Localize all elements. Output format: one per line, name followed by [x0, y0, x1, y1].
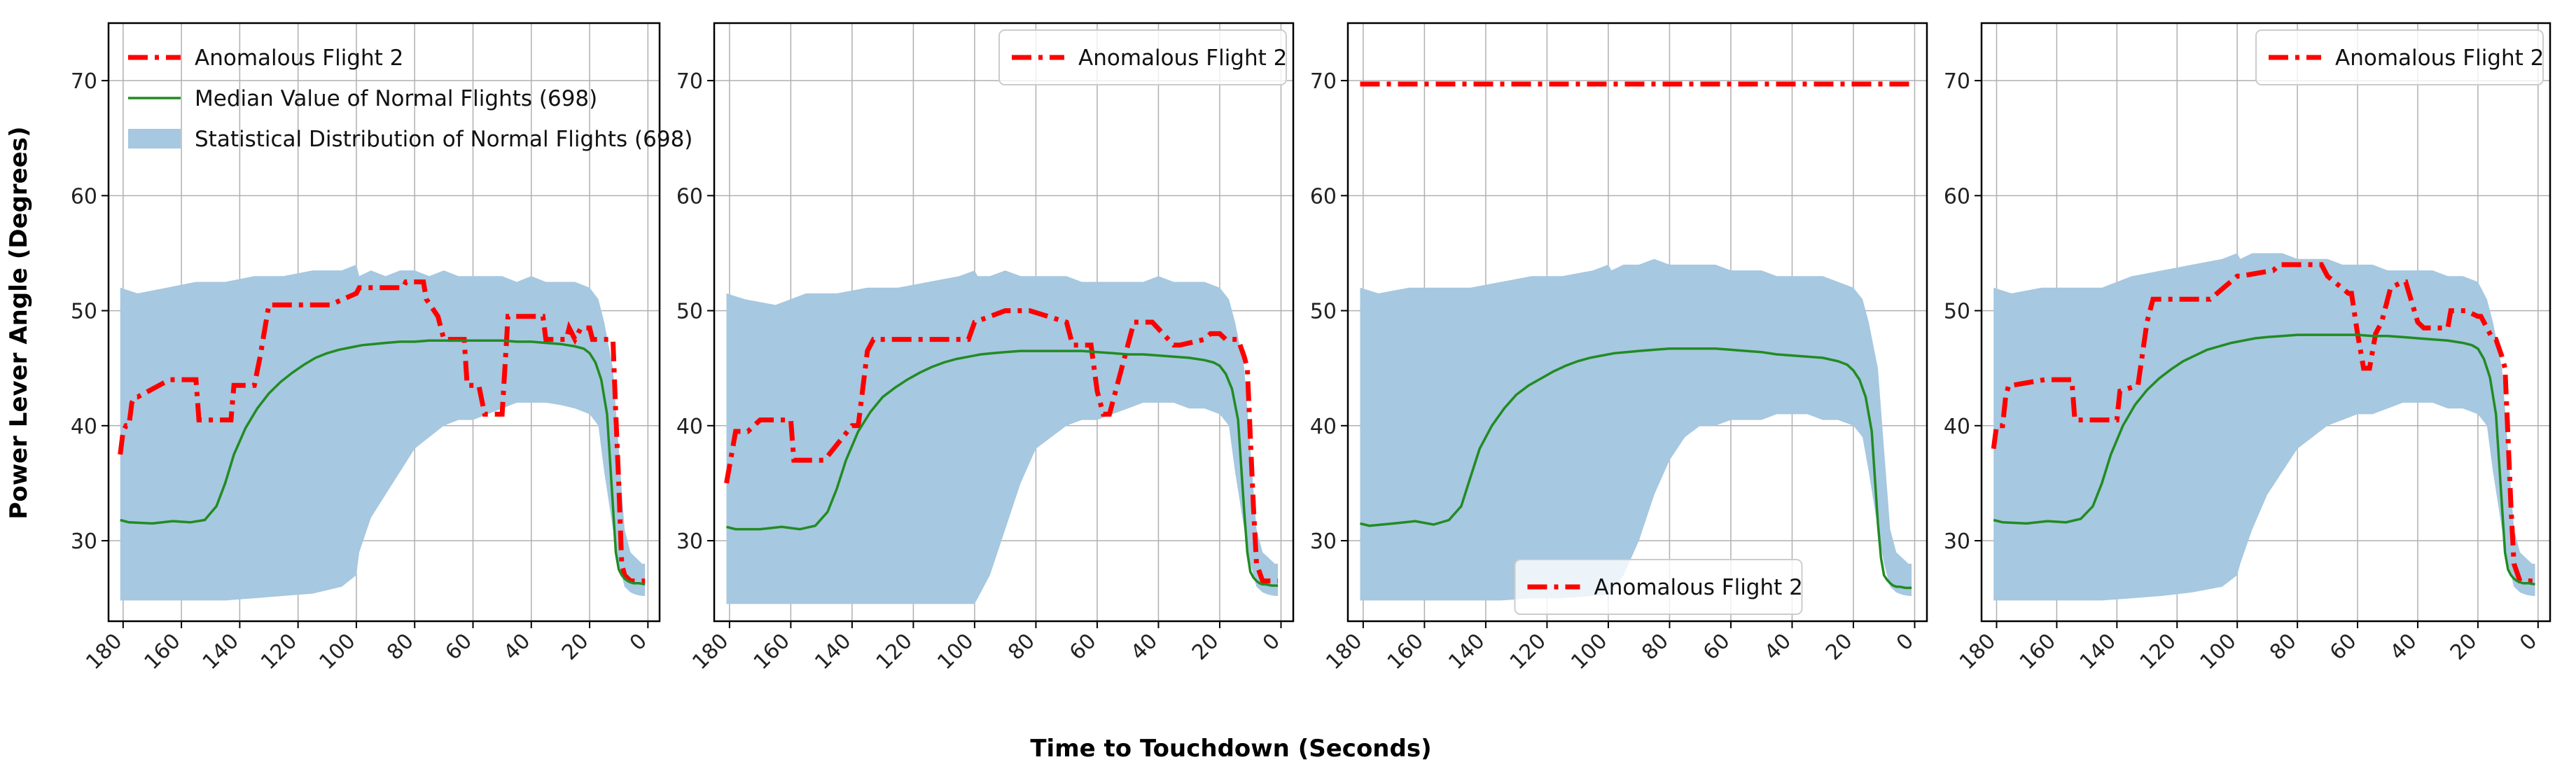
x-tick-label: 120 — [872, 629, 917, 674]
legend: Anomalous Flight 2 — [998, 29, 1287, 85]
x-axis-label: Time to Touchdown (Seconds) — [1030, 735, 1431, 763]
x-tick-label: 140 — [2075, 629, 2121, 674]
legend: Anomalous Flight 2 Median Value of Normal… — [128, 46, 692, 152]
legend-swatch-band — [128, 129, 181, 148]
x-tick-label: 160 — [140, 629, 186, 674]
x-tick-label: 40 — [499, 629, 536, 665]
x-tick-label: 120 — [256, 629, 302, 674]
distribution-band — [120, 264, 646, 601]
legend-label: Anomalous Flight 2 — [195, 46, 403, 71]
x-tick-label: 60 — [440, 629, 477, 665]
x-tick-label: 80 — [1637, 629, 1673, 665]
x-tick-label: 120 — [1505, 629, 1551, 674]
y-tick-label: 70 — [1944, 69, 1970, 94]
chart-panel-3: 30 40 50 60 70 180 160 140 120 100 80 60 40 20 0 Anomal… — [1310, 22, 1928, 674]
distribution-band — [726, 270, 1279, 604]
x-tick-label: 80 — [2265, 629, 2302, 665]
x-tick-label: 0 — [1258, 629, 1285, 656]
legend-label: Anomalous Flight 2 — [2335, 46, 2544, 71]
y-tick-label: 40 — [71, 415, 97, 439]
x-tick-label: 100 — [1566, 629, 1612, 674]
chart-panel-2: 30 40 50 60 70 180 160 140 120 100 80 60 40 20 0 Anomal… — [676, 22, 1295, 674]
x-tick-label: 20 — [1188, 629, 1224, 665]
x-tick-label: 100 — [314, 629, 360, 674]
legend-box — [998, 29, 1287, 85]
x-tick-label: 40 — [1126, 629, 1162, 665]
median-line — [120, 339, 646, 586]
legend-label: Median Value of Normal Flights (698) — [195, 86, 597, 111]
y-tick-label: 60 — [1310, 184, 1337, 209]
x-tick-label: 160 — [2015, 629, 2061, 674]
median-line — [1360, 347, 1912, 590]
legend: Anomalous Flight 2 — [2255, 29, 2544, 85]
legend: Anomalous Flight 2 — [1514, 559, 1803, 615]
y-tick-label: 30 — [676, 529, 703, 554]
x-tick-label: 140 — [198, 629, 244, 674]
x-tick-label: 40 — [1760, 629, 1796, 665]
x-tick-label: 80 — [382, 629, 419, 665]
x-tick-label: 160 — [749, 629, 795, 674]
legend-label: Statistical Distribution of Normal Fligh… — [195, 127, 692, 152]
y-tick-label: 40 — [1944, 415, 1970, 439]
y-tick-label: 50 — [1944, 300, 1970, 324]
chart-panel-1: 30 40 50 60 70 180 160 140 120 100 80 60 40 20 0 Anomal… — [71, 22, 692, 674]
x-tick-label: 100 — [2196, 629, 2241, 674]
y-tick-label: 30 — [71, 529, 97, 554]
x-tick-label: 180 — [1955, 629, 2000, 674]
legend-label: Anomalous Flight 2 — [1078, 46, 1287, 71]
y-tick-label: 50 — [676, 300, 703, 324]
anomalous-flight-line — [724, 308, 1279, 583]
x-tick-label: 0 — [2515, 629, 2542, 656]
x-tick-label: 20 — [1821, 629, 1858, 665]
chart-panel-4: 30 40 50 60 70 180 160 140 120 100 80 60 40 20 0 Anomal… — [1944, 22, 2551, 674]
y-tick-label: 60 — [71, 184, 97, 209]
y-tick-label: 70 — [676, 69, 703, 94]
x-tick-label: 0 — [1892, 629, 1919, 656]
x-tick-label: 140 — [1444, 629, 1489, 674]
y-tick-label: 60 — [1944, 184, 1970, 209]
x-tick-label: 0 — [625, 629, 652, 656]
anomalous-flight-line — [1991, 262, 2535, 583]
x-tick-label: 60 — [2325, 629, 2362, 665]
y-axis-label: Power Lever Angle (Degrees) — [5, 126, 33, 519]
x-tick-label: 140 — [810, 629, 856, 674]
y-tick-label: 70 — [1310, 69, 1337, 94]
legend-box — [2255, 29, 2544, 85]
x-tick-label: 40 — [2386, 629, 2422, 665]
axes-frame — [713, 22, 1295, 623]
axes-frame — [1346, 22, 1928, 623]
x-tick-label: 60 — [1699, 629, 1735, 665]
x-tick-label: 20 — [557, 629, 594, 665]
axes-frame — [107, 22, 661, 623]
y-tick-label: 40 — [1310, 415, 1337, 439]
y-tick-label: 60 — [676, 184, 703, 209]
y-tick-label: 50 — [1310, 300, 1337, 324]
legend-label: Anomalous Flight 2 — [1594, 575, 1803, 600]
x-tick-label: 160 — [1383, 629, 1428, 674]
median-line — [1993, 333, 2535, 586]
y-tick-label: 70 — [71, 69, 97, 94]
y-tick-label: 30 — [1310, 529, 1337, 554]
x-tick-label: 180 — [688, 629, 733, 674]
y-tick-label: 50 — [71, 300, 97, 324]
median-line — [726, 349, 1279, 587]
x-tick-label: 120 — [2136, 629, 2181, 674]
y-tick-label: 30 — [1944, 529, 1970, 554]
distribution-band — [1993, 253, 2535, 601]
x-tick-label: 60 — [1065, 629, 1101, 665]
legend-box — [1514, 559, 1803, 615]
y-tick-label: 40 — [676, 415, 703, 439]
x-tick-label: 80 — [1003, 629, 1040, 665]
distribution-band — [1360, 258, 1912, 601]
x-tick-label: 100 — [933, 629, 978, 674]
axes-frame — [1980, 22, 2551, 623]
x-tick-label: 180 — [1321, 629, 1367, 674]
x-tick-label: 180 — [81, 629, 127, 674]
x-tick-label: 20 — [2446, 629, 2482, 665]
